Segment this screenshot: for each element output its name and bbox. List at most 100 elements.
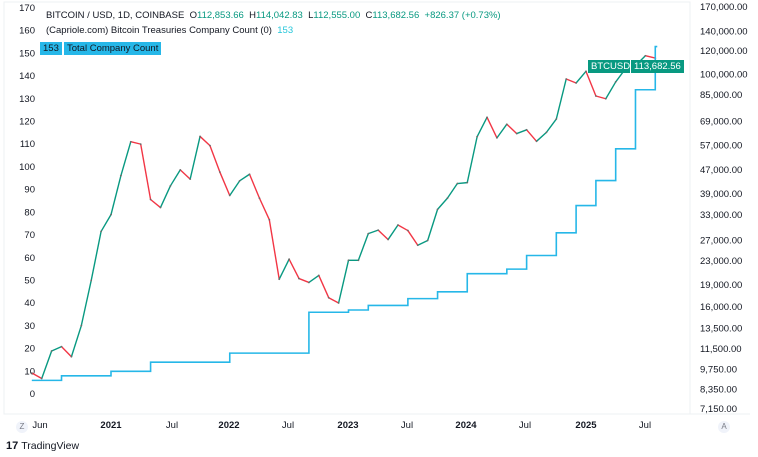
left-axis-tick: 80 xyxy=(24,207,35,218)
btc-price-point xyxy=(555,118,558,120)
btc-price-segment xyxy=(159,185,172,208)
indicator-value: 153 xyxy=(277,25,294,36)
btc-price-segment xyxy=(397,224,409,232)
right-axis-tick: 140,000.00 xyxy=(700,27,748,38)
right-axis-tick: 57,000.00 xyxy=(700,141,742,152)
btc-price-point xyxy=(614,81,617,83)
right-axis-tick: 39,000.00 xyxy=(700,189,742,200)
btc-price-segment xyxy=(100,214,112,232)
tradingview-brand[interactable]: 17 TradingView xyxy=(6,440,79,452)
btc-price-segment xyxy=(486,116,498,139)
btc-price-point xyxy=(100,230,103,233)
auto-scale-button[interactable]: A xyxy=(718,421,730,433)
btc-price-point xyxy=(50,350,53,352)
open-label: O xyxy=(189,10,197,21)
btc-price-point xyxy=(159,206,162,209)
low-value: 112,555.00 xyxy=(313,10,361,21)
right-axis-tick: 85,000.00 xyxy=(700,90,742,101)
left-axis-tick: 0 xyxy=(30,389,35,400)
btc-price-segment xyxy=(446,183,458,199)
btc-price-segment xyxy=(536,131,547,142)
right-axis-tick: 47,000.00 xyxy=(700,165,742,176)
btc-price-point xyxy=(70,355,73,358)
btc-price-segment xyxy=(41,350,53,379)
btc-price-point xyxy=(268,218,271,221)
btc-price-point xyxy=(218,171,221,173)
btc-price-point xyxy=(278,278,281,281)
right-axis-tick: 23,000.00 xyxy=(700,256,742,267)
x-axis-tick: Jul xyxy=(639,420,651,431)
btc-price-point xyxy=(228,194,231,197)
close-value: 113,682.56 xyxy=(372,10,420,21)
indicator-legend[interactable]: (Capriole.com) Bitcoin Treasuries Compan… xyxy=(46,25,293,36)
btc-price-segment xyxy=(258,197,270,221)
left-axis-tick: 40 xyxy=(24,298,35,309)
btc-price-point xyxy=(149,198,152,201)
btc-price-point xyxy=(416,244,419,247)
btc-price-point xyxy=(585,70,587,73)
right-axis-tick: 7,150.00 xyxy=(700,404,737,415)
right-axis-tick: 100,000.00 xyxy=(700,69,748,80)
btc-price-segment xyxy=(377,229,389,241)
right-axis-tick: 19,000.00 xyxy=(700,280,742,291)
btc-price-segment xyxy=(565,78,577,84)
btc-price-segment xyxy=(516,129,527,135)
btc-price-point xyxy=(40,377,43,380)
btc-price-segment xyxy=(189,136,201,180)
btc-price-point xyxy=(575,82,578,84)
btc-price-point xyxy=(525,128,528,131)
btc-price-point xyxy=(60,345,63,348)
btc-price-point xyxy=(367,232,370,235)
btc-price-segment xyxy=(368,229,379,235)
btc-price-segment xyxy=(318,275,330,298)
btc-price-point xyxy=(486,116,488,119)
x-axis-tick: 2022 xyxy=(218,420,239,431)
btc-price-point xyxy=(308,281,310,284)
right-axis-tick: 120,000.00 xyxy=(700,46,748,57)
btc-price-point xyxy=(545,131,548,134)
btc-price-segment xyxy=(337,260,350,304)
indicator-title: (Capriole.com) Bitcoin Treasuries Compan… xyxy=(46,25,272,36)
left-axis-tick: 110 xyxy=(20,139,35,150)
btc-price-segment xyxy=(70,325,82,357)
btc-price-point xyxy=(397,224,399,226)
btc-price-point xyxy=(466,181,469,184)
right-axis-tick: 69,000.00 xyxy=(700,116,742,127)
btc-price-point xyxy=(476,135,479,138)
btc-price-segment xyxy=(585,71,597,97)
btc-price-point xyxy=(298,277,300,280)
x-axis-tick: Jul xyxy=(282,420,294,431)
x-axis-tick: Jun xyxy=(32,420,47,431)
count-value-tag: 153 xyxy=(40,42,62,55)
btc-price-segment xyxy=(645,55,656,59)
left-axis-tick: 160 xyxy=(19,26,35,37)
btc-price-point xyxy=(327,296,330,299)
btc-price-point xyxy=(406,229,409,232)
high-label: H xyxy=(249,10,256,21)
right-axis-tick: 16,000.00 xyxy=(700,302,742,313)
left-axis-tick: 120 xyxy=(19,117,35,128)
left-axis-tick: 60 xyxy=(24,253,35,264)
btc-price-segment xyxy=(457,181,468,185)
btc-price-segment xyxy=(437,197,448,210)
left-axis-tick: 130 xyxy=(19,94,35,105)
btc-price-segment xyxy=(496,123,508,139)
btc-price-point xyxy=(288,258,291,261)
brand-name: TradingView xyxy=(21,440,80,452)
btc-price-segment xyxy=(51,345,62,352)
btc-price-point xyxy=(347,259,350,262)
btc-price-point xyxy=(139,143,142,146)
zoom-button[interactable]: Z xyxy=(16,421,28,433)
btc-price-point xyxy=(90,279,93,282)
btc-price-segment xyxy=(150,198,161,209)
change-value: +826.37 (+0.73%) xyxy=(424,10,501,21)
right-axis-tick: 8,350.00 xyxy=(700,384,737,395)
right-axis-tick: 170,000.00 xyxy=(700,2,748,13)
btc-price-segment xyxy=(387,224,399,240)
btc-price-point xyxy=(169,185,172,187)
left-axis-tick: 100 xyxy=(19,162,35,173)
x-axis-tick: 2021 xyxy=(100,420,122,431)
btc-price-segment xyxy=(120,141,132,176)
btc-price-point xyxy=(377,229,380,232)
